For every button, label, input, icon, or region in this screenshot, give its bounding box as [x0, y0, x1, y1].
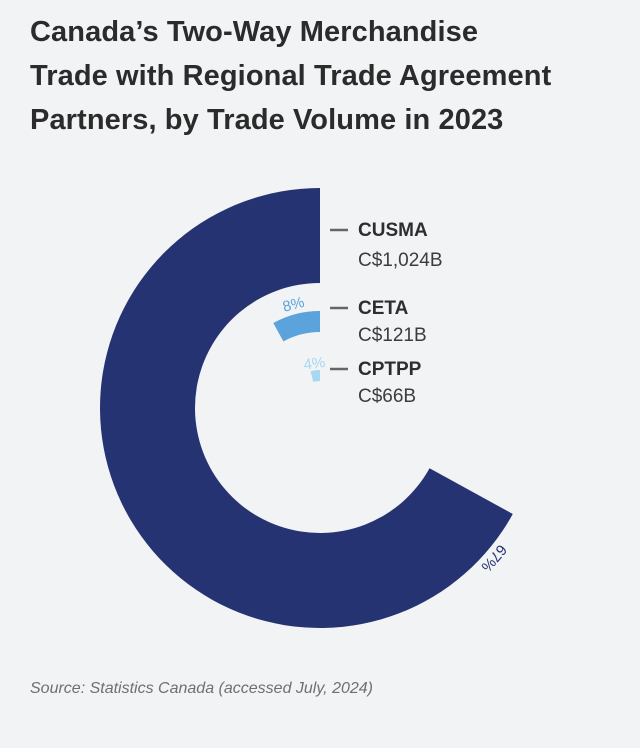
chart-title-line-3: Partners, by Trade Volume in 2023: [30, 104, 504, 136]
chart-title: Canada’s Two-Way Merchandise Trade with …: [30, 10, 620, 142]
chart-title-line-1: Canada’s Two-Way Merchandise: [30, 16, 479, 48]
bar-cusma: [100, 188, 513, 628]
percent-label-ceta: 8%: [281, 294, 306, 316]
bar-cptpp: [310, 370, 320, 382]
series-name-cusma: CUSMA: [358, 220, 428, 241]
value-label-cptpp: C$66B: [358, 386, 416, 407]
value-label-ceta: C$121B: [358, 325, 427, 346]
series-name-ceta: CETA: [358, 298, 409, 319]
chart-title-line-2: Trade with Regional Trade Agreement: [30, 60, 552, 92]
value-label-cusma: C$1,024B: [358, 250, 443, 271]
bar-ceta: [273, 311, 320, 342]
source-note: Source: Statistics Canada (accessed July…: [30, 680, 373, 697]
series-name-cptpp: CPTPP: [358, 359, 422, 380]
percent-label-cptpp: 4%: [303, 354, 327, 374]
